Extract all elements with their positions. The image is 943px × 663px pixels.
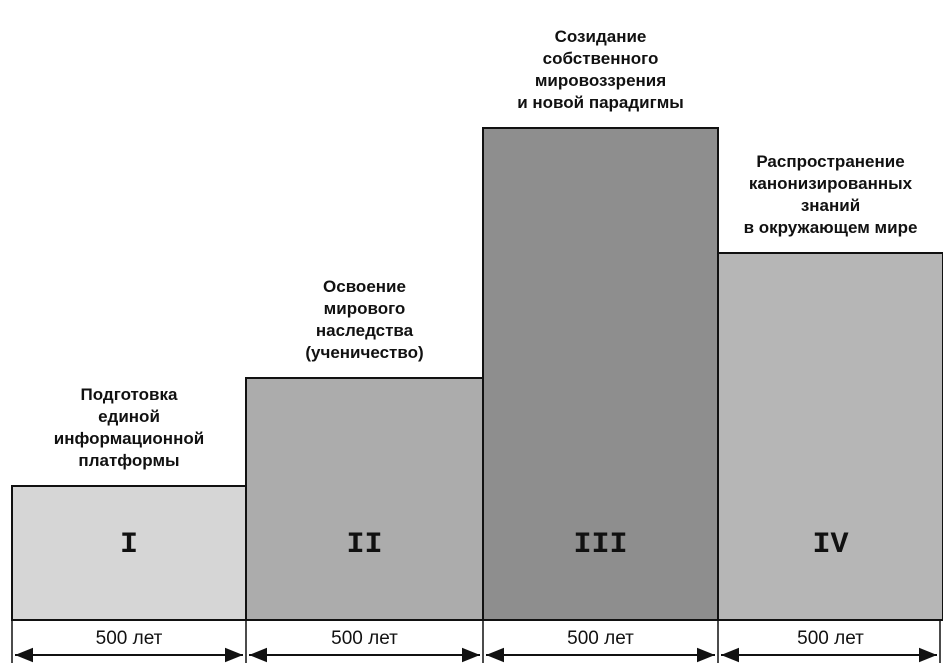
stage-label: Подготовка [81,385,178,404]
stage-label: мирового [324,299,406,318]
stage-numeral: I [120,528,138,562]
stage-label: единой [98,407,160,426]
stage-numeral: II [346,528,382,562]
stage-label: канонизированных [749,174,913,193]
stage-label: и новой парадигмы [517,93,684,112]
stage-duration: 500 лет [331,628,398,649]
stage-label: Созидание [555,27,647,46]
stage-label: платформы [78,451,179,470]
stage-label: наследства [316,321,414,340]
stage-duration: 500 лет [96,628,163,649]
stage-block [482,127,719,621]
stage-label: Распространение [756,152,904,171]
stage-duration: 500 лет [797,628,864,649]
stage-label: мировоззрения [535,71,666,90]
stage-label: собственного [543,49,659,68]
stage-block [11,485,247,621]
stage-block [717,252,943,621]
stage-block [245,377,484,621]
stage-duration: 500 лет [567,628,634,649]
stage-label: знаний [801,196,860,215]
stage-label: в окружающем мире [744,218,918,237]
stage-numeral: IV [812,528,848,562]
stage-label: информационной [54,429,204,448]
stage-label: (ученичество) [305,343,423,362]
stage-label: Освоение [323,277,406,296]
stage-numeral: III [573,528,627,562]
